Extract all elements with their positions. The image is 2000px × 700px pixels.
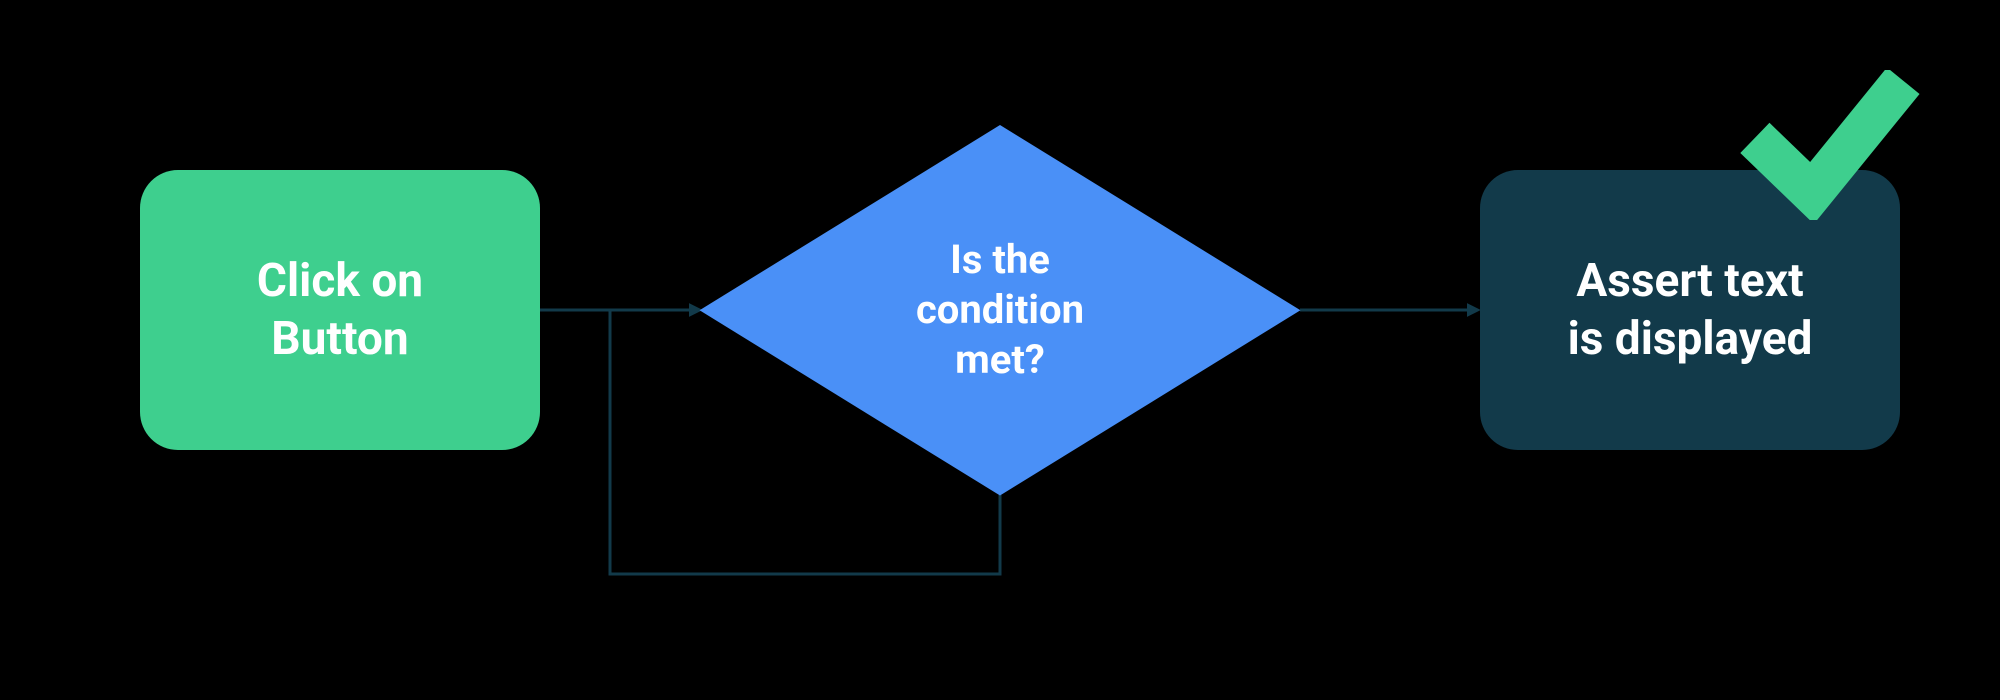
- decision-node-label: Is theconditionmet?: [916, 235, 1084, 385]
- decision-node: Is theconditionmet?: [700, 125, 1300, 495]
- result-node-label: Assert textis displayed: [1568, 252, 1813, 368]
- checkmark-icon: [1740, 70, 1920, 220]
- flowchart-stage: Click onButton Is theconditionmet? Asser…: [0, 0, 2000, 700]
- action-node-label: Click onButton: [257, 252, 423, 368]
- action-node: Click onButton: [140, 170, 540, 450]
